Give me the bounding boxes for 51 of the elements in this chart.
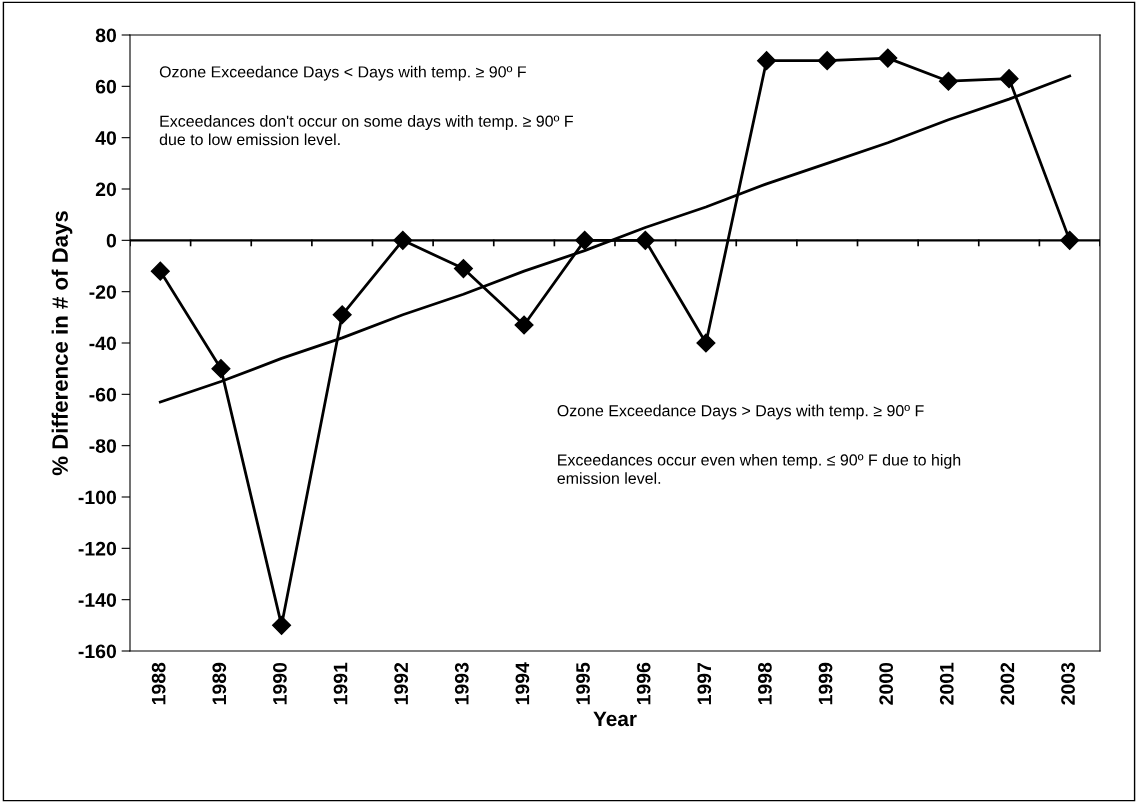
y-tick-label: 40 (95, 131, 117, 145)
annotation: Ozone Exceedance Days > Days with temp. ≥ 90º F (557, 404, 924, 420)
x-tick-label: 2000 (879, 662, 894, 705)
x-tick-label: 1991 (333, 662, 348, 705)
point (757, 51, 777, 71)
y-tick-label: -120 (78, 541, 117, 556)
x-tick-label: 1994 (515, 662, 530, 705)
y-tick-label: -60 (89, 387, 117, 402)
point (878, 48, 898, 68)
point (817, 51, 837, 71)
annotation: Exceedances occur even when temp. ≤ 90º F due to high emission level. (557, 453, 961, 484)
x-tick-label: 1998 (758, 662, 772, 705)
x-axis-title: Year (593, 711, 637, 727)
point (211, 359, 231, 379)
y-tick-label: -20 (89, 285, 117, 299)
y-tick-label: -140 (78, 593, 117, 607)
x-tick-label: 1989 (212, 662, 227, 705)
y-tick-label: -40 (89, 336, 117, 351)
y-tick-label: -80 (89, 439, 117, 453)
point (453, 259, 473, 279)
point (696, 333, 716, 353)
x-tick-label: 1993 (454, 662, 469, 705)
y-tick-label: 20 (95, 182, 117, 197)
y-tick-label: 80 (95, 28, 117, 43)
y-tick-label: 0 (106, 233, 117, 248)
x-tick-label: 2002 (1000, 662, 1015, 705)
point (514, 315, 534, 335)
y-tick-label: -100 (78, 490, 117, 505)
x-tick-label: 1988 (151, 662, 166, 705)
x-tick-label: 1996 (636, 662, 651, 705)
x-tick-label: 1992 (394, 662, 409, 705)
x-tick-label: 2003 (1061, 662, 1075, 705)
point (575, 230, 595, 250)
y-tick-label: 60 (95, 79, 117, 94)
y-axis-title: % Difference in # of Days (51, 211, 73, 476)
point (938, 71, 958, 91)
point (635, 230, 655, 250)
y-tick-label: -160 (78, 644, 117, 659)
x-tick-label: 1999 (818, 662, 833, 705)
annotation: Exceedances don't occur on some days with temp. ≥ 90º F due to low emission level. (159, 115, 573, 146)
annotation: Ozone Exceedance Days < Days with temp. ≥ 90º F (159, 65, 526, 81)
point (1060, 230, 1080, 250)
x-tick-label: 1997 (697, 662, 712, 705)
point (393, 230, 413, 250)
x-tick-label: 1995 (576, 662, 590, 705)
point (150, 261, 170, 281)
x-tick-label: 1990 (273, 662, 287, 705)
x-tick-label: 2001 (939, 662, 954, 705)
point (332, 305, 352, 325)
point (272, 615, 292, 635)
point (999, 69, 1019, 89)
